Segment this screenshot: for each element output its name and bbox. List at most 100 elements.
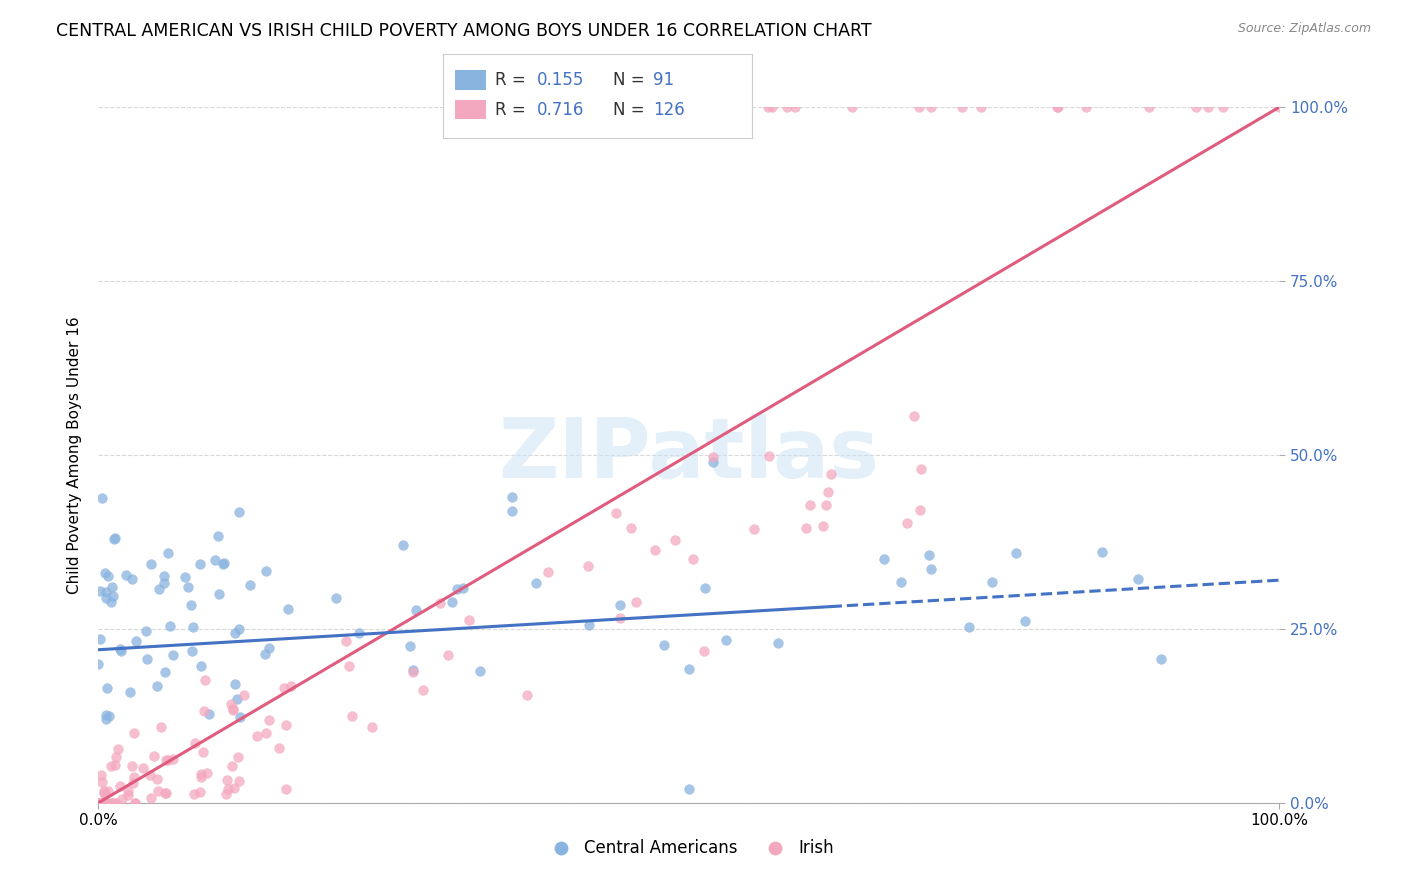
Point bbox=[446, 582, 468, 597]
Point bbox=[226, 691, 249, 706]
Point bbox=[93, 787, 115, 801]
Point bbox=[340, 709, 363, 723]
Point bbox=[180, 644, 202, 658]
Point bbox=[125, 633, 148, 648]
Point bbox=[896, 516, 918, 530]
Point bbox=[903, 409, 925, 424]
Point bbox=[1197, 100, 1219, 114]
Point bbox=[1014, 614, 1036, 628]
Point bbox=[87, 796, 110, 810]
Point bbox=[578, 559, 600, 574]
Point bbox=[121, 758, 143, 772]
Point bbox=[124, 796, 146, 810]
Point bbox=[117, 789, 139, 803]
Point bbox=[981, 574, 1004, 589]
Text: N =: N = bbox=[613, 71, 650, 89]
Point bbox=[177, 580, 200, 594]
Point bbox=[97, 784, 120, 798]
Point bbox=[91, 491, 114, 505]
Text: CENTRAL AMERICAN VS IRISH CHILD POVERTY AMONG BOYS UNDER 16 CORRELATION CHART: CENTRAL AMERICAN VS IRISH CHILD POVERTY … bbox=[56, 22, 872, 40]
Point bbox=[402, 663, 425, 677]
Point bbox=[90, 796, 112, 810]
Point bbox=[224, 626, 246, 640]
Point bbox=[188, 557, 211, 571]
Point bbox=[820, 467, 842, 482]
Point bbox=[103, 532, 125, 546]
Point bbox=[146, 783, 169, 797]
Point bbox=[335, 633, 357, 648]
Point bbox=[458, 613, 481, 627]
Point bbox=[118, 685, 141, 699]
Point bbox=[159, 618, 181, 632]
Point bbox=[135, 652, 157, 666]
Point bbox=[1047, 100, 1070, 114]
Point bbox=[536, 565, 558, 579]
Y-axis label: Child Poverty Among Boys Under 16: Child Poverty Among Boys Under 16 bbox=[67, 316, 83, 594]
Point bbox=[451, 581, 474, 595]
Point bbox=[96, 585, 118, 599]
Point bbox=[221, 759, 243, 773]
Point bbox=[94, 796, 117, 810]
Legend: Central Americans, Irish: Central Americans, Irish bbox=[537, 833, 841, 864]
Point bbox=[1185, 100, 1208, 114]
Point bbox=[100, 796, 122, 810]
Point bbox=[98, 708, 121, 723]
Point bbox=[148, 582, 170, 596]
Point bbox=[89, 796, 111, 810]
Text: N =: N = bbox=[613, 101, 650, 119]
Point bbox=[155, 786, 177, 800]
Point bbox=[214, 556, 236, 570]
Point bbox=[146, 772, 169, 786]
Point bbox=[766, 636, 789, 650]
Point bbox=[702, 450, 724, 464]
Point bbox=[337, 659, 360, 673]
Point bbox=[644, 543, 666, 558]
Point bbox=[96, 796, 118, 810]
Point bbox=[609, 598, 631, 612]
Point bbox=[254, 725, 277, 739]
Point bbox=[197, 766, 219, 780]
Point bbox=[190, 770, 212, 784]
Point bbox=[87, 796, 110, 810]
Point bbox=[392, 538, 415, 552]
Point bbox=[246, 729, 269, 743]
Point bbox=[94, 787, 117, 801]
Point bbox=[704, 100, 727, 114]
Point bbox=[180, 598, 202, 612]
Text: Source: ZipAtlas.com: Source: ZipAtlas.com bbox=[1237, 22, 1371, 36]
Point bbox=[100, 595, 122, 609]
Point bbox=[97, 569, 120, 583]
Point bbox=[153, 786, 176, 800]
Point bbox=[219, 697, 242, 711]
Point bbox=[89, 584, 111, 599]
Text: 0.716: 0.716 bbox=[537, 101, 585, 119]
Point bbox=[970, 100, 993, 114]
Point bbox=[664, 533, 686, 547]
Point bbox=[1005, 546, 1028, 560]
Point bbox=[280, 679, 302, 693]
Point bbox=[139, 557, 162, 571]
Point bbox=[714, 633, 737, 648]
Point bbox=[104, 531, 127, 545]
Point bbox=[224, 676, 246, 690]
Bar bbox=[456, 70, 486, 89]
Point bbox=[174, 570, 197, 584]
Point bbox=[501, 503, 523, 517]
Point bbox=[90, 796, 112, 810]
Point bbox=[920, 562, 942, 576]
Point bbox=[217, 772, 239, 787]
Point bbox=[1150, 652, 1173, 666]
Point bbox=[100, 759, 122, 773]
Point bbox=[907, 100, 929, 114]
Point bbox=[110, 644, 132, 658]
Point bbox=[222, 702, 245, 716]
Point bbox=[578, 617, 600, 632]
Point bbox=[138, 768, 160, 782]
Point bbox=[814, 498, 837, 512]
Point bbox=[222, 702, 245, 716]
Point bbox=[101, 796, 124, 810]
Point bbox=[162, 752, 184, 766]
Point bbox=[1212, 100, 1234, 114]
Point bbox=[190, 767, 212, 781]
Point bbox=[105, 750, 128, 764]
